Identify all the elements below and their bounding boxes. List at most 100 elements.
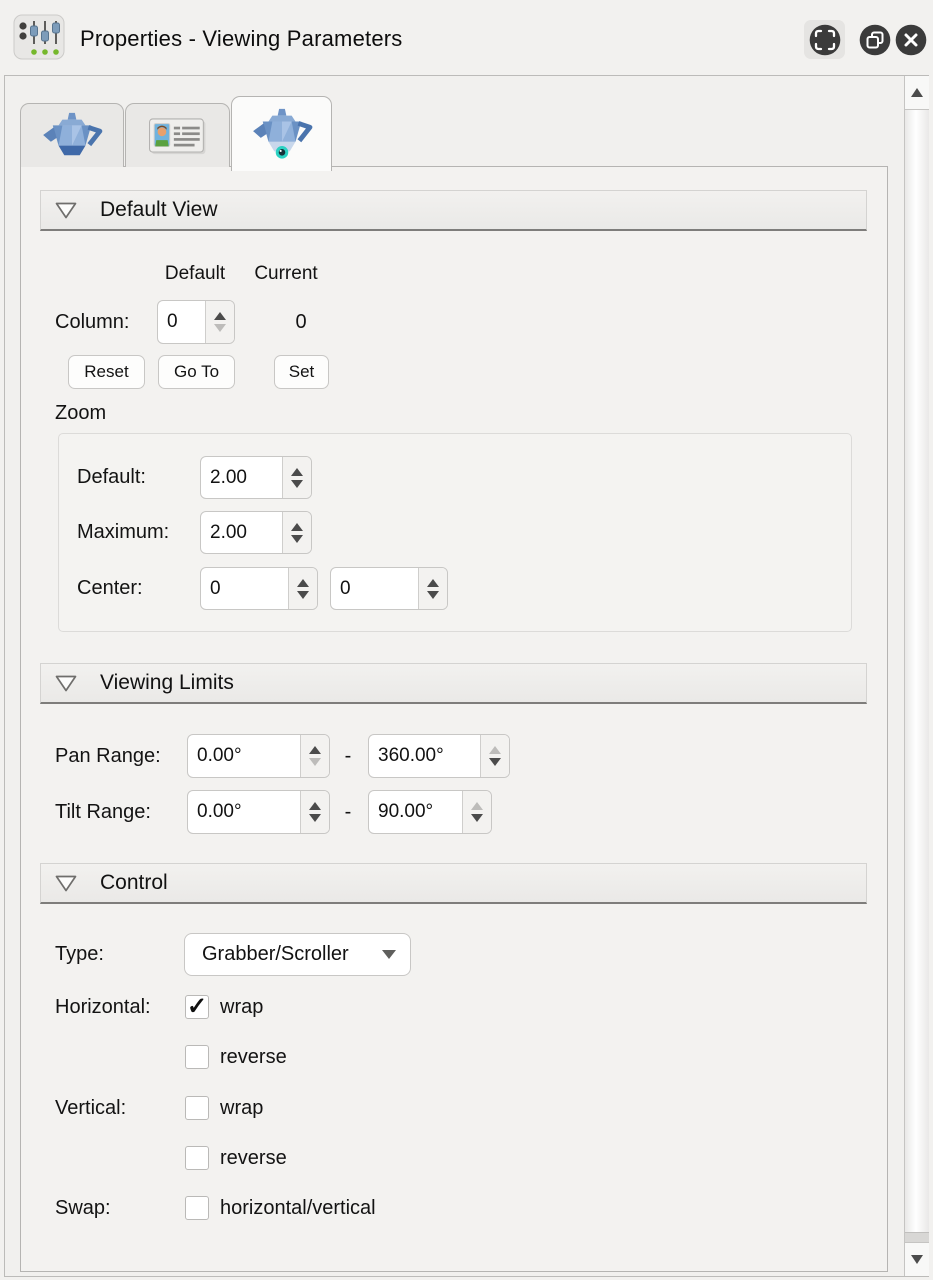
spinner-arrows [418,568,447,609]
vertical-scrollbar[interactable] [904,76,929,1276]
horizontal-label: Horizontal: [55,996,151,1018]
tilt-min-value[interactable]: 0.00° [197,801,242,822]
swap-option-label: horizontal/vertical [220,1196,376,1219]
spinner-up-icon[interactable] [309,802,321,810]
scroll-down-icon [911,1255,923,1264]
float-window-button[interactable] [859,24,891,56]
spinner-arrows [282,457,311,498]
spinner-down-icon[interactable] [471,814,483,822]
section-header-viewing-limits[interactable]: Viewing Limits [40,663,867,704]
tilt-max-spinner[interactable]: 90.00° [368,790,492,834]
spinner-arrows [480,735,509,777]
zoom-center-y-spinner[interactable]: 0 [330,567,448,610]
swap-label: Swap: [55,1197,111,1219]
zoom-center-y-value[interactable]: 0 [340,577,351,599]
spinner-down-icon[interactable] [291,479,303,488]
section-header-default-view[interactable]: Default View [40,190,867,231]
column-label: Column: [55,311,130,333]
zoom-group-box [58,433,852,632]
zoom-group-label: Zoom [55,402,107,424]
zoom-maximum-label: Maximum: [77,521,170,543]
tilt-max-value[interactable]: 90.00° [378,801,434,822]
tab-identity[interactable] [125,103,230,167]
tab-pane [20,166,888,1272]
tilt-range-label: Tilt Range: [55,801,151,823]
spinner-down-icon[interactable] [309,758,321,766]
spinner-down-icon[interactable] [297,590,309,599]
pan-max-value[interactable]: 360.00° [378,745,444,766]
expand-icon [809,24,841,56]
spinner-up-icon[interactable] [297,578,309,587]
column-current-value: 0 [295,311,307,333]
close-icon [895,24,927,56]
column-header-current: Current [254,263,318,284]
chevron-down-icon [382,950,396,959]
expand-button[interactable] [809,24,841,56]
vertical-wrap-label: wrap [220,1096,264,1119]
collapse-triangle-icon [55,875,77,891]
spinner-up-icon[interactable] [309,746,321,754]
title-bar: Properties - Viewing Parameters [0,0,933,74]
tab-viewing-parameters[interactable] [231,96,332,171]
scrollbar-thumb[interactable] [905,110,929,1233]
horizontal-wrap-checkbox[interactable]: ✓ [185,993,209,1020]
spinner-down-icon[interactable] [489,758,501,766]
spinner-down-icon[interactable] [291,534,303,543]
spinner-up-icon[interactable] [471,802,483,810]
pan-min-spinner[interactable]: 0.00° [187,734,330,778]
spinner-arrows [462,791,491,833]
spinner-arrows [300,791,329,833]
column-spinner-value[interactable]: 0 [167,311,178,332]
collapse-triangle-icon [55,675,77,691]
spinner-up-icon[interactable] [489,746,501,754]
column-spinner[interactable]: 0 [157,300,235,344]
pan-range-label: Pan Range: [55,745,161,767]
go-to-button[interactable]: Go To [158,355,235,389]
vertical-wrap-checkbox[interactable]: ✓ [185,1096,209,1120]
float-window-icon [859,24,891,56]
section-header-control[interactable]: Control [40,863,867,904]
zoom-default-label: Default: [77,466,146,488]
collapse-triangle-icon [55,202,77,218]
zoom-default-spinner[interactable]: 2.00 [200,456,312,499]
teapot-icon [43,112,103,155]
tilt-min-spinner[interactable]: 0.00° [187,790,330,834]
set-button[interactable]: Set [274,355,329,389]
zoom-default-value[interactable]: 2.00 [210,466,247,488]
reset-button[interactable]: Reset [68,355,145,389]
spinner-up-icon[interactable] [427,578,439,587]
zoom-maximum-value[interactable]: 2.00 [210,521,247,543]
spinner-down-icon[interactable] [427,590,439,599]
close-button[interactable] [895,24,927,56]
spinner-down-icon[interactable] [309,814,321,822]
tab-object[interactable] [20,103,124,167]
zoom-center-x-value[interactable]: 0 [210,577,221,599]
swap-checkbox[interactable]: ✓ [185,1196,209,1220]
type-label: Type: [55,943,104,965]
pan-max-spinner[interactable]: 360.00° [368,734,510,778]
pan-min-value[interactable]: 0.00° [197,745,242,766]
horizontal-wrap-label: wrap [220,995,264,1018]
spinner-arrows [288,568,317,609]
section-title: Viewing Limits [100,671,234,694]
horizontal-reverse-checkbox[interactable]: ✓ [185,1045,209,1069]
zoom-maximum-spinner[interactable]: 2.00 [200,511,312,554]
check-icon: ✓ [187,993,208,1020]
spinner-up-icon[interactable] [291,467,303,476]
zoom-center-x-spinner[interactable]: 0 [200,567,318,610]
spinner-arrows [282,512,311,553]
spinner-up-icon[interactable] [214,312,226,320]
column-spinner-arrows [205,301,234,343]
spinner-arrows [300,735,329,777]
scroll-up-button[interactable] [905,76,929,110]
scroll-down-button[interactable] [905,1242,929,1276]
type-dropdown-value: Grabber/Scroller [202,943,349,965]
spinner-down-icon[interactable] [214,324,226,332]
tilt-range-separator: - [344,801,352,823]
vertical-reverse-checkbox[interactable]: ✓ [185,1146,209,1170]
type-dropdown[interactable]: Grabber/Scroller [184,933,411,976]
pan-range-separator: - [344,745,352,767]
spinner-up-icon[interactable] [291,522,303,531]
column-header-default: Default [164,263,226,284]
id-card-icon [148,117,205,154]
